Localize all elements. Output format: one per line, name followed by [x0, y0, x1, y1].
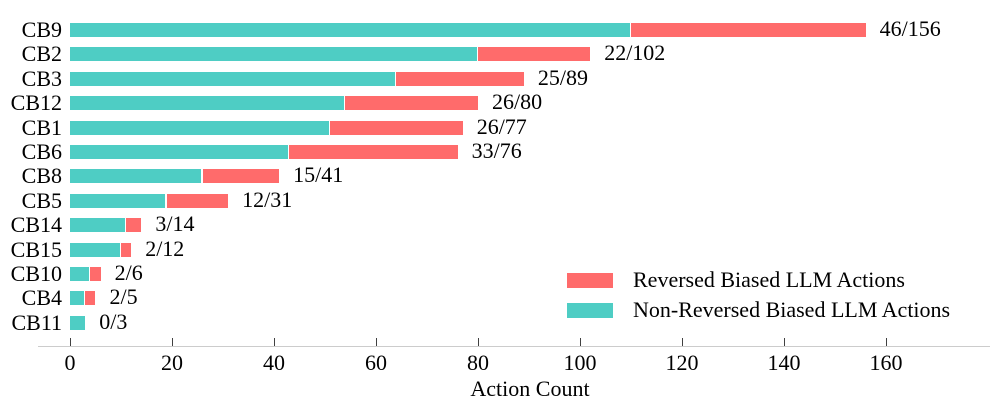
bar-value-label: 26/77	[476, 113, 527, 139]
x-tick-label: 100	[563, 350, 597, 375]
bar-segment-reversed	[478, 47, 591, 62]
category-label: CB12	[10, 90, 62, 116]
x-tick-label: 160	[869, 350, 903, 375]
category-label: CB3	[21, 65, 62, 91]
bar-segment-nonreversed	[70, 267, 89, 281]
category-label: CB6	[21, 139, 62, 164]
bar-value-label: 33/76	[471, 138, 522, 163]
category-label: CB14	[10, 212, 62, 238]
x-tick	[682, 338, 683, 346]
bar-segment-nonreversed	[70, 23, 630, 37]
category-label: CB15	[10, 236, 62, 262]
x-tick	[886, 338, 887, 346]
x-tick-label: 140	[767, 350, 801, 375]
bar-value-label: 22/102	[604, 40, 666, 66]
bar-segment-nonreversed	[70, 96, 344, 111]
bar-value-label: 46/156	[879, 16, 941, 41]
x-tick	[274, 338, 275, 346]
legend-swatch	[567, 303, 613, 318]
bar-segment-reversed	[396, 71, 524, 86]
bar-segment-reversed	[126, 218, 142, 233]
x-tick-label: 80	[467, 350, 489, 375]
bar-value-label: 26/80	[492, 89, 543, 115]
bar-segment-nonreversed	[70, 315, 86, 330]
x-tick-label: 0	[64, 350, 76, 375]
bar-segment-reversed	[85, 291, 96, 306]
x-tick-label: 60	[365, 350, 387, 375]
bar-segment-nonreversed	[70, 145, 288, 159]
bar-value-label: 3/14	[155, 211, 195, 237]
category-label: CB5	[21, 187, 62, 213]
x-tick-label: 120	[665, 350, 699, 375]
x-axis-label: Action Count	[470, 376, 590, 401]
category-label: CB4	[21, 285, 62, 311]
bar-value-label: 25/89	[537, 64, 589, 90]
bar-segment-nonreversed	[70, 47, 477, 62]
category-label: CB10	[10, 261, 62, 286]
bar-value-label: 0/3	[99, 308, 128, 334]
legend-swatch	[567, 273, 613, 288]
category-label: CB2	[21, 41, 62, 67]
bar-segment-nonreversed	[70, 169, 202, 184]
bar-segment-reversed	[330, 120, 463, 135]
bar-segment-reversed	[166, 193, 229, 208]
bar-value-label: 2/5	[109, 284, 138, 310]
x-tick-label: 20	[161, 350, 183, 375]
x-tick	[478, 338, 479, 346]
bar-segment-nonreversed	[70, 120, 329, 135]
bar-segment-nonreversed	[70, 71, 395, 86]
x-axis-line	[38, 346, 990, 347]
x-tick	[70, 338, 71, 346]
category-label: CB1	[21, 114, 62, 140]
legend-label: Reversed Biased LLM Actions	[633, 267, 905, 292]
bar-segment-reversed	[121, 242, 132, 257]
x-tick-label: 40	[263, 350, 285, 375]
legend-label: Non-Reversed Biased LLM Actions	[633, 297, 951, 322]
bar-segment-reversed	[631, 23, 866, 37]
x-tick	[172, 338, 173, 346]
category-label: CB9	[21, 17, 62, 42]
bar-segment-reversed	[345, 96, 478, 111]
bar-segment-nonreversed	[70, 291, 84, 306]
bar-segment-reversed	[289, 145, 458, 159]
x-tick	[784, 338, 785, 346]
bar-segment-nonreversed	[70, 193, 166, 208]
category-label: CB11	[11, 309, 62, 335]
bar-segment-nonreversed	[70, 218, 125, 233]
bar-value-label: 12/31	[242, 186, 293, 212]
bar-segment-reversed	[202, 169, 280, 184]
x-tick	[580, 338, 581, 346]
bar-value-label: 2/12	[145, 235, 185, 261]
bar-segment-nonreversed	[70, 242, 120, 257]
category-label: CB8	[21, 163, 62, 189]
bar-segment-reversed	[90, 267, 101, 281]
x-tick	[376, 338, 377, 346]
bar-value-label: 2/6	[114, 260, 143, 285]
bar-value-label: 15/41	[293, 162, 344, 188]
